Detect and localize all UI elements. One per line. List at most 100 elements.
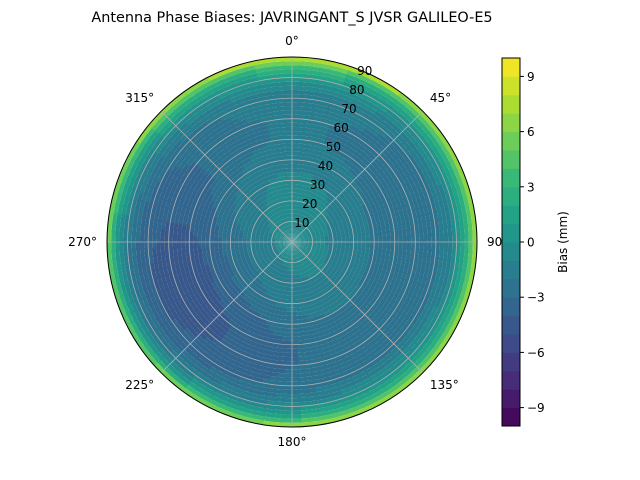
bias-cell: [272, 274, 277, 280]
bias-cell: [280, 185, 285, 190]
bias-cell: [318, 281, 324, 288]
bias-cell: [287, 234, 291, 239]
bias-cell: [309, 263, 315, 268]
bias-cell: [243, 270, 249, 276]
bias-cell: [292, 262, 295, 267]
bias-cell: [283, 269, 287, 275]
bias-cell: [275, 203, 280, 209]
bias-cell: [322, 283, 329, 289]
bias-cell: [299, 245, 304, 248]
bias-cell: [270, 228, 275, 232]
bias-cell: [296, 240, 301, 242]
bias-cell: [265, 228, 271, 232]
bias-cell: [258, 203, 264, 209]
bias-cell: [254, 256, 260, 261]
bias-cell: [275, 244, 281, 247]
bias-cell: [267, 236, 272, 239]
bias-cell: [287, 249, 290, 254]
bias-cell: [309, 221, 314, 226]
bias-cell: [283, 227, 286, 232]
bias-cell: [292, 192, 296, 197]
bias-cell: [304, 257, 309, 262]
bias-cell: [301, 254, 305, 259]
bias-cell: [271, 242, 276, 245]
bias-cell: [303, 202, 308, 208]
bias-cell: [259, 243, 264, 246]
bias-cell: [297, 226, 300, 232]
bias-cell: [305, 230, 310, 234]
bias-cell: [295, 253, 298, 258]
bias-cell: [271, 253, 277, 258]
bias-cell: [307, 254, 312, 259]
bias-cell: [302, 206, 306, 212]
bias-cell: [272, 233, 278, 237]
bias-cell: [287, 245, 290, 249]
bias-cell: [321, 273, 327, 280]
bias-cell: [308, 274, 313, 279]
bias-cell: [287, 235, 290, 239]
bias-cell: [287, 262, 290, 267]
bias-cell: [283, 232, 287, 236]
bias-cell: [278, 314, 285, 320]
bias-cell: [298, 233, 302, 237]
bias-cell: [300, 242, 305, 245]
bias-cell: [295, 237, 300, 240]
chart-title: Antenna Phase Biases: JAVRINGANT_S JVSR …: [91, 10, 492, 26]
bias-cell: [327, 251, 332, 256]
bias-cell: [319, 249, 324, 253]
bias-cell: [250, 258, 256, 263]
bias-cell: [303, 257, 308, 263]
bias-cell: [298, 223, 302, 228]
bias-cell: [352, 231, 358, 237]
bias-cell: [275, 257, 280, 262]
bias-cell: [285, 244, 289, 248]
bias-cell: [238, 246, 244, 251]
bias-cell: [323, 248, 329, 252]
bias-cell: [276, 262, 280, 267]
bias-cell: [322, 267, 328, 273]
bias-cell: [328, 213, 334, 218]
bias-cell: [292, 200, 295, 206]
bias-cell: [268, 234, 273, 237]
bias-cell: [323, 195, 329, 201]
bias-cell: [234, 238, 239, 242]
bias-cell: [317, 227, 323, 231]
bias-cell: [308, 215, 313, 220]
bias-cell: [333, 258, 339, 263]
bias-cell: [279, 225, 283, 230]
bias-cell: [325, 225, 331, 230]
bias-cell: [282, 273, 286, 279]
bias-cell: [258, 198, 264, 204]
bias-cell: [315, 264, 320, 269]
bias-cell: [335, 208, 341, 214]
bias-cell: [277, 232, 282, 236]
bias-cell: [279, 259, 283, 264]
bias-cell: [284, 243, 289, 246]
bias-cell: [274, 223, 279, 228]
bias-cell: [292, 184, 296, 189]
bias-cell: [313, 265, 319, 270]
bias-cell: [285, 236, 289, 240]
bias-cell: [325, 255, 331, 260]
bias-cell: [322, 228, 328, 233]
bias-cell: [331, 210, 338, 216]
bias-cell: [287, 200, 291, 206]
bias-cell: [330, 270, 336, 277]
bias-cell: [326, 204, 333, 210]
bias-cell: [313, 228, 319, 233]
bias-cell: [255, 278, 261, 284]
bias-cell: [295, 237, 300, 241]
bias-cell: [312, 254, 317, 258]
bias-cell: [267, 197, 272, 203]
bias-cell: [326, 217, 332, 222]
bias-cell: [307, 226, 313, 231]
bias-cell: [260, 276, 266, 282]
bias-cell: [299, 245, 303, 249]
bias-cell: [287, 258, 290, 263]
bias-cell: [284, 238, 289, 241]
bias-cell: [299, 236, 304, 239]
bias-cell: [276, 257, 280, 262]
bias-cell: [293, 234, 295, 239]
bias-cell: [301, 272, 306, 278]
bias-cell: [234, 247, 240, 252]
